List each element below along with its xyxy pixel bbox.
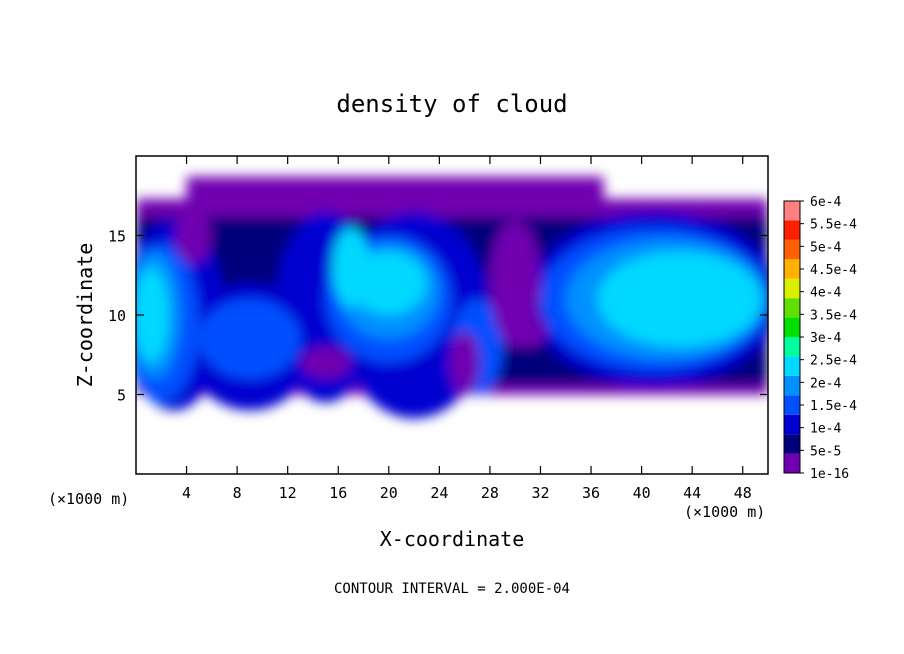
colorbar: 1e-16 5e-5 1e-4 1.5e-4 2e-4 2.5e-4 3e-4 3.5e-4 4…: [783, 195, 857, 482]
colorbar-swatch: [784, 259, 800, 279]
colorbar-swatch: [784, 434, 800, 454]
colorbar-swatch: [784, 375, 800, 396]
colorbar-label: 3e-4: [810, 331, 841, 346]
y-tick-label: 10: [108, 307, 126, 325]
field-blob: [300, 346, 351, 379]
colorbar-label: 5.5e-4: [810, 218, 857, 233]
y-tick-label: 5: [117, 387, 126, 405]
y-axis-ticks: 5 10 15: [108, 228, 768, 405]
colorbar-label: 1.5e-4: [810, 399, 857, 414]
x-tick-label: 44: [683, 484, 701, 502]
colorbar-swatch: [784, 337, 800, 357]
x-unit-left: (×1000 m): [48, 490, 129, 508]
x-tick-label: 40: [633, 484, 651, 502]
field-core: [136, 267, 169, 363]
x-unit-right: (×1000 m): [684, 503, 765, 521]
field-blob: [508, 315, 547, 347]
field-blob: [449, 330, 480, 395]
colorbar-label: 4.5e-4: [810, 263, 857, 278]
y-tick-label: 15: [108, 228, 126, 246]
x-tick-label: 36: [582, 484, 600, 502]
field-core: [597, 251, 762, 347]
colorbar-swatch: [784, 453, 800, 473]
x-tick-label: 28: [481, 484, 499, 502]
colorbar-label: 3.5e-4: [810, 308, 857, 323]
x-tick-label: 32: [531, 484, 549, 502]
field-blob: [199, 299, 301, 379]
y-axis-label: Z-coordinate: [73, 243, 97, 388]
density-field: [136, 176, 768, 419]
colorbar-swatch: [784, 298, 800, 318]
colorbar-swatch: [784, 317, 800, 337]
colorbar-label: 5e-5: [810, 444, 841, 459]
colorbar-swatch: [784, 356, 800, 376]
colorbar-swatch: [784, 220, 800, 240]
field-blob: [175, 206, 211, 265]
colorbar-swatch: [784, 395, 800, 415]
x-tick-label: 12: [279, 484, 297, 502]
x-tick-label: 24: [430, 484, 448, 502]
chart-title: density of cloud: [336, 90, 567, 118]
field-core: [331, 227, 370, 308]
x-axis-ticks: 4 8 12 16 20 24 28 32 36 40 44 48: [182, 156, 752, 502]
x-tick-label: 8: [233, 484, 242, 502]
x-tick-label: 20: [380, 484, 398, 502]
colorbar-swatch: [784, 278, 800, 299]
colorbar-label: 5e-4: [810, 240, 841, 255]
x-axis-label: X-coordinate: [380, 527, 525, 551]
x-tick-label: 4: [182, 484, 191, 502]
colorbar-label: 4e-4: [810, 286, 841, 301]
x-tick-label: 48: [734, 484, 752, 502]
colorbar-label: 1e-16: [810, 467, 849, 482]
colorbar-label: 6e-4: [810, 195, 841, 210]
colorbar-label: 1e-4: [810, 422, 841, 437]
colorbar-swatch: [784, 201, 800, 221]
colorbar-swatch: [784, 414, 800, 435]
colorbar-swatch: [784, 239, 800, 260]
x-tick-label: 16: [329, 484, 347, 502]
colorbar-label: 2e-4: [810, 376, 841, 391]
colorbar-label: 2.5e-4: [810, 354, 857, 369]
contour-interval-note: CONTOUR INTERVAL = 2.000E-04: [334, 581, 570, 597]
